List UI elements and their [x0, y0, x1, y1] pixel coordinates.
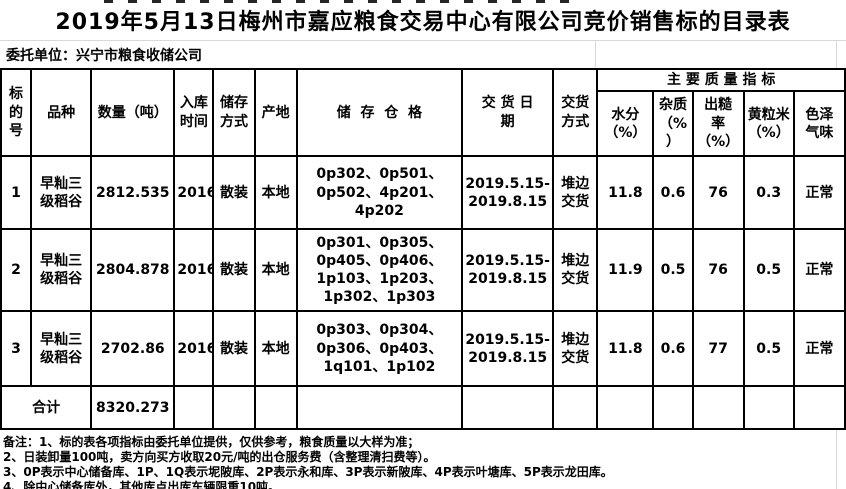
- cell-quantity: 2812.535: [90, 155, 176, 231]
- cell-empty: [552, 385, 599, 431]
- cell-color-smell: 正常: [792, 228, 846, 313]
- cell-origin: 本地: [253, 155, 298, 231]
- cell-warehouses: 0p303、0p304、0p306、0p403、1q101、1p102: [295, 310, 464, 388]
- footnotes: 备注：1、标的表各项指标由委托单位提供，仅供参考，粮食质量以大样为准； 2、日装…: [0, 430, 846, 489]
- cell-warehouses: 0p301、0p305、0p405、0p406、1p103、1p203、1p30…: [295, 228, 464, 313]
- client-unit-label: 委托单位：兴宁市粮食收储公司: [6, 47, 202, 64]
- cell-storage-year: 2016: [173, 310, 215, 388]
- clipped-row-above-artifact: [104, 0, 582, 3]
- cell-lot-no: 2: [0, 228, 33, 313]
- cell-empty: [742, 385, 795, 431]
- col-header-warehouses: 储 存 仓 格: [295, 67, 464, 158]
- cell-total-label: 合计: [0, 385, 93, 431]
- col-header-moisture: 水分 （%）: [596, 90, 655, 158]
- table-row-lot-1: 1 早籼三级稻谷 2812.535 2016 散装 本地 0p302、0p501…: [0, 155, 846, 231]
- header-row-1: 标 的 号 品种 数量（吨） 入库 时间 储存 方式 产地 储 存 仓 格 交 …: [0, 67, 846, 158]
- cell-delivery-date: 2019.5.15- 2019.8.15: [461, 310, 555, 388]
- cell-variety: 早籼三级稻谷: [30, 228, 93, 313]
- cell-moisture: 11.8: [596, 310, 655, 388]
- cell-yellow-grain: 0.3: [742, 155, 795, 231]
- col-header-yellow-grain: 黄粒米 （%）: [742, 90, 795, 158]
- col-header-husk-rate: 出糙 率 （%）: [691, 90, 745, 158]
- col-header-lot-no: 标 的 号: [0, 67, 33, 158]
- cell-origin: 本地: [253, 310, 298, 388]
- cell-storage-method: 散装: [212, 228, 256, 313]
- cell-color-smell: 正常: [792, 155, 846, 231]
- gridline-vertical-short: [595, 41, 596, 68]
- cell-lot-no: 1: [0, 155, 33, 231]
- cell-yellow-grain: 0.5: [742, 228, 795, 313]
- col-header-color-smell: 色泽 气味: [792, 90, 846, 158]
- cell-moisture: 11.8: [596, 155, 655, 231]
- cell-husk-rate: 76: [691, 228, 745, 313]
- col-header-storage-method: 储存 方式: [212, 67, 256, 158]
- cell-empty: [792, 385, 846, 431]
- cell-storage-method: 散装: [212, 310, 256, 388]
- cell-empty: [461, 385, 555, 431]
- cell-delivery-method: 堆边 交货: [552, 155, 599, 231]
- table-row-total: 合计 8320.273: [0, 385, 846, 431]
- note-line-4: 4、除中心储备库外，其他库点出库车辆限重10吨。: [3, 480, 281, 489]
- cell-warehouses: 0p302、0p501、0p502、4p201、4p202: [295, 155, 464, 231]
- cell-quantity: 2804.878: [90, 228, 176, 313]
- cell-total-quantity: 8320.273: [90, 385, 176, 431]
- cell-empty: [691, 385, 745, 431]
- note-line-1: 备注：1、标的表各项指标由委托单位提供，仅供参考，粮食质量以大样为准；: [3, 435, 420, 450]
- cell-storage-year: 2016: [173, 228, 215, 313]
- col-header-delivery-method: 交货 方式: [552, 67, 599, 158]
- col-header-delivery-date: 交 货 日 期: [461, 67, 555, 158]
- col-header-variety: 品种: [30, 67, 93, 158]
- cell-variety: 早籼三级稻谷: [30, 310, 93, 388]
- cell-empty: [173, 385, 215, 431]
- cell-delivery-method: 堆边 交货: [552, 310, 599, 388]
- cell-color-smell: 正常: [792, 310, 846, 388]
- note-line-3: 3、0P表示中心储备库、1P、1Q表示坭陂库、2P表示永和库、3P表示新陂库、4…: [3, 465, 613, 480]
- cell-impurity: 0.6: [652, 155, 694, 231]
- cell-impurity: 0.5: [652, 228, 694, 313]
- cell-empty: [596, 385, 655, 431]
- col-header-quality-group: 主 要 质 量 指 标: [596, 67, 846, 93]
- cell-husk-rate: 77: [691, 310, 745, 388]
- document-title: 2019年5月13日梅州市嘉应粮食交易中心有限公司竞价销售标的目录表: [0, 0, 846, 41]
- header-row-2: 水分 （%） 杂质 （% ） 出糙 率 （%） 黄粒米 （%） 色泽 气味: [1, 90, 846, 158]
- col-header-origin: 产地: [253, 67, 298, 158]
- cell-empty: [212, 385, 256, 431]
- catalog-table: 标 的 号 品种 数量（吨） 入库 时间 储存 方式 产地 储 存 仓 格 交 …: [0, 67, 846, 431]
- cell-storage-year: 2016: [173, 155, 215, 231]
- cell-empty: [295, 385, 464, 431]
- cell-impurity: 0.6: [652, 310, 694, 388]
- col-header-quantity: 数量（吨）: [90, 67, 176, 158]
- cell-husk-rate: 76: [691, 155, 745, 231]
- cell-empty: [652, 385, 694, 431]
- cell-storage-method: 散装: [212, 155, 256, 231]
- cell-quantity: 2702.86: [90, 310, 176, 388]
- cell-yellow-grain: 0.5: [742, 310, 795, 388]
- cell-delivery-date: 2019.5.15- 2019.8.15: [461, 228, 555, 313]
- note-line-2: 2、日装卸量100吨，卖方向买方收取20元/吨的出仓服务费（含整理清扫费等）。: [3, 450, 436, 465]
- col-header-impurity: 杂质 （% ）: [652, 90, 694, 158]
- cell-moisture: 11.9: [596, 228, 655, 313]
- cell-delivery-date: 2019.5.15- 2019.8.15: [461, 155, 555, 231]
- cell-lot-no: 3: [0, 310, 33, 388]
- cell-origin: 本地: [253, 228, 298, 313]
- table-row-lot-3: 3 早籼三级稻谷 2702.86 2016 散装 本地 0p303、0p304、…: [0, 310, 846, 388]
- table-row-lot-2: 2 早籼三级稻谷 2804.878 2016 散装 本地 0p301、0p305…: [0, 228, 846, 313]
- cell-empty: [253, 385, 298, 431]
- cell-variety: 早籼三级稻谷: [30, 155, 93, 231]
- col-header-storage-year: 入库 时间: [173, 67, 215, 158]
- cell-delivery-method: 堆边 交货: [552, 228, 599, 313]
